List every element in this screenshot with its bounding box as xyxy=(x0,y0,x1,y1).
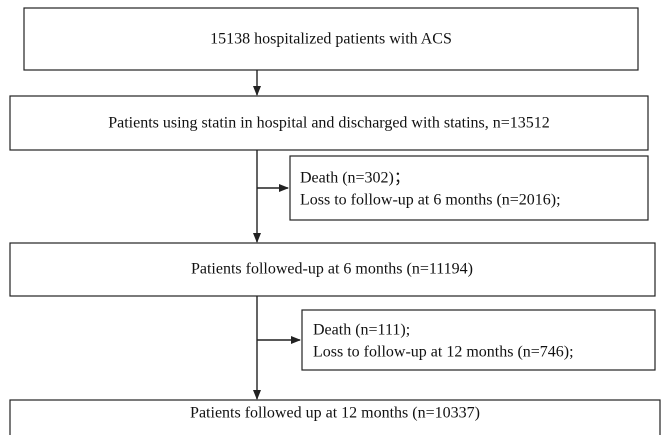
box xyxy=(23,7,639,71)
box-label: 15138 hospitalized patients with ACS xyxy=(210,31,452,48)
exclusion-box xyxy=(301,309,656,371)
box-label: Patients followed-up at 6 months (n=1119… xyxy=(191,261,473,278)
exclusion-line: Death (n=302)； xyxy=(300,170,410,187)
exclusion-box xyxy=(289,155,649,221)
box-label: Patients using statin in hospital and di… xyxy=(108,115,550,132)
exclusion-line: Death (n=111); xyxy=(313,322,410,339)
box-label: Patients followed up at 12 months (n=103… xyxy=(190,405,480,422)
exclusion-line: Loss to follow-up at 6 months (n=2016); xyxy=(300,192,561,209)
box xyxy=(9,95,649,151)
exclusion-line: Loss to follow-up at 12 months (n=746); xyxy=(313,344,574,361)
box xyxy=(9,399,661,435)
box xyxy=(9,242,656,297)
